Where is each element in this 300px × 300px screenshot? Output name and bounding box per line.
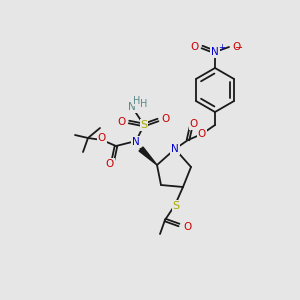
Text: N: N <box>128 102 136 112</box>
Text: N: N <box>211 47 219 57</box>
Text: O: O <box>118 117 126 127</box>
Text: O: O <box>190 119 198 129</box>
Text: N: N <box>171 144 179 154</box>
Text: S: S <box>172 201 180 211</box>
Text: O: O <box>198 129 206 139</box>
Text: O: O <box>161 114 169 124</box>
Text: N: N <box>132 137 140 147</box>
Text: S: S <box>140 120 148 130</box>
Text: −: − <box>235 43 243 53</box>
Text: O: O <box>106 159 114 169</box>
Text: O: O <box>191 42 199 52</box>
Text: O: O <box>183 222 191 232</box>
Polygon shape <box>139 147 157 165</box>
Text: H: H <box>133 96 141 106</box>
Text: O: O <box>98 133 106 143</box>
Text: O: O <box>232 42 240 52</box>
Text: H: H <box>140 99 148 109</box>
Text: +: + <box>218 43 225 52</box>
